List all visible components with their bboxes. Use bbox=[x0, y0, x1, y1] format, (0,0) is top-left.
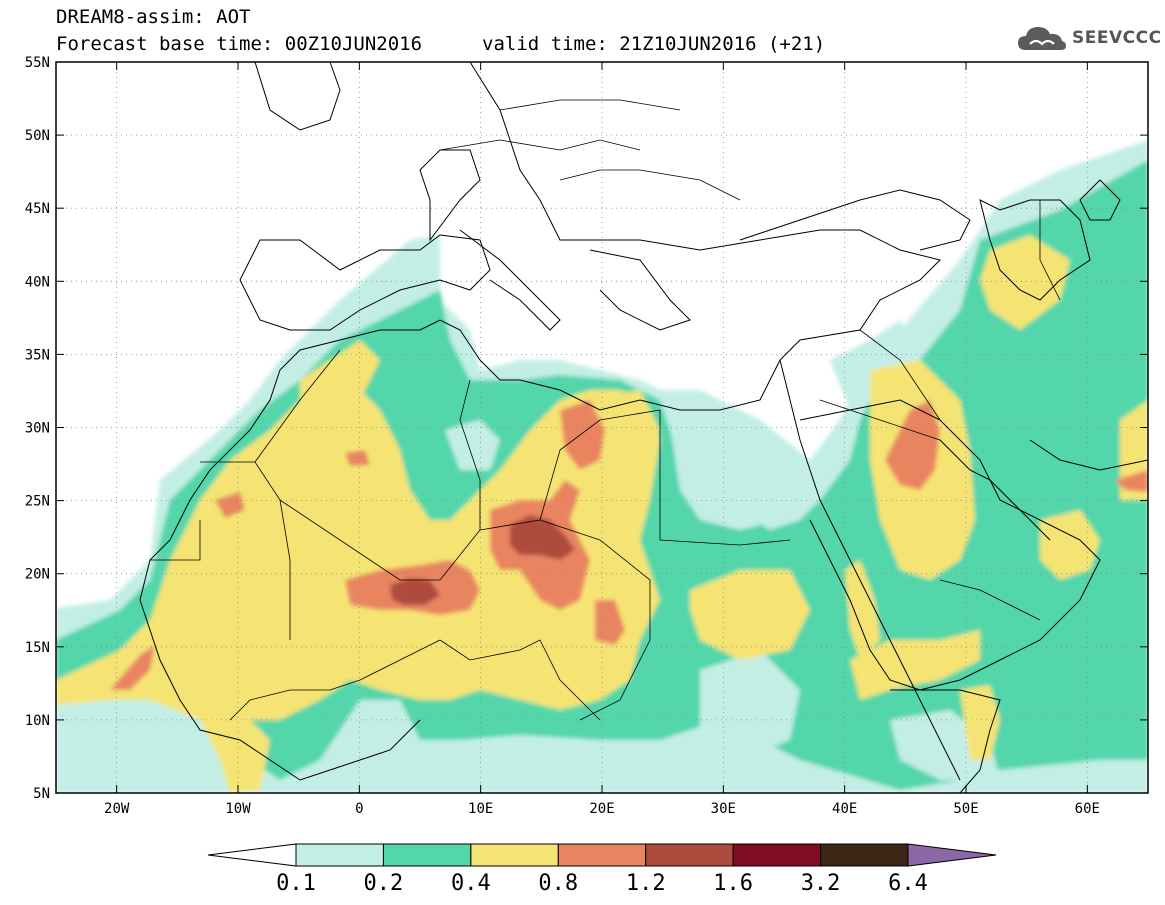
valid-time: valid time: 21Z10JUN2016 (+21) bbox=[482, 33, 826, 55]
lon-tick-label: 40E bbox=[832, 801, 857, 817]
lat-tick-label: 30N bbox=[25, 421, 50, 437]
lat-tick-label: 35N bbox=[25, 347, 50, 363]
aot-band-0-4-yemen bbox=[850, 630, 980, 700]
lon-tick-label: 50E bbox=[953, 801, 978, 817]
colorbar-level-label: 0.2 bbox=[364, 871, 404, 896]
colorbar-level-label: 1.2 bbox=[626, 871, 666, 896]
chart-title: DREAM8-assim: AOT bbox=[56, 6, 251, 28]
lat-tick-label: 25N bbox=[25, 494, 50, 510]
colorbar-swatch bbox=[382, 843, 472, 867]
aot-hole-med bbox=[670, 425, 800, 530]
lat-tick-label: 50N bbox=[25, 128, 50, 144]
lon-tick-label: 0 bbox=[355, 801, 363, 817]
lon-tick-label: 20E bbox=[589, 801, 614, 817]
aot-band-0-4-sahel bbox=[200, 720, 270, 793]
aot-hole-algeria bbox=[445, 420, 500, 470]
lat-tick-label: 15N bbox=[25, 640, 50, 656]
colorbar-swatch bbox=[295, 843, 384, 867]
forecast-base-time: Forecast base time: 00Z10JUN2016 bbox=[56, 33, 423, 55]
aot-hole-arabia bbox=[1000, 340, 1090, 440]
aot-band-0-8-iraq bbox=[885, 400, 940, 490]
lat-tick-label: 5N bbox=[33, 786, 50, 802]
lat-tick-label: 55N bbox=[25, 55, 50, 71]
lat-tick-label: 40N bbox=[25, 274, 50, 290]
map-axes: 55N 50N 45N 40N 35N 30N 25N 20N 15N 10N 5N 20W 10W 0 1… bbox=[25, 55, 1148, 817]
colorbar-level-label: 6.4 bbox=[888, 871, 928, 896]
aot-band-0-8-oman bbox=[1115, 470, 1148, 492]
colorbar-swatch bbox=[732, 843, 822, 867]
aot-band-0-4-red-sea bbox=[845, 560, 880, 660]
aot-band-0-8-libya bbox=[560, 400, 605, 470]
lon-tick-label: 20W bbox=[104, 801, 130, 817]
aot-band-0-4-sudan bbox=[690, 570, 810, 660]
aot-band-0-4-horn bbox=[960, 685, 1000, 760]
country-borders bbox=[150, 99, 1061, 721]
logo-text: SEEVCCC bbox=[1072, 28, 1162, 48]
colorbar-swatch bbox=[645, 843, 734, 867]
lon-tick-label: 60E bbox=[1075, 801, 1100, 817]
aot-band-0-4 bbox=[56, 360, 660, 720]
lat-tick-label: 10N bbox=[25, 713, 50, 729]
aot-band-0-8-senegal bbox=[110, 645, 155, 690]
aot-band-0-8-alg bbox=[345, 450, 370, 466]
aot-band-1-2-niger bbox=[390, 578, 440, 605]
colorbar-level-label: 0.4 bbox=[451, 871, 491, 896]
aot-band-0-8-maur bbox=[215, 492, 245, 518]
aot-band-0-4-caspian bbox=[980, 235, 1070, 330]
colorbar-level-label: 3.2 bbox=[801, 871, 841, 896]
lon-tick-label: 10W bbox=[225, 801, 251, 817]
colorbar-swatch bbox=[557, 843, 647, 867]
colorbar: 0.1 0.2 0.4 0.8 1.2 1.6 3.2 6.4 bbox=[207, 843, 997, 896]
lon-tick-label: 10E bbox=[468, 801, 493, 817]
aot-band-1-2-chad bbox=[510, 515, 575, 560]
lat-tick-label: 45N bbox=[25, 201, 50, 217]
lon-tick-label: 30E bbox=[711, 801, 736, 817]
colorbar-level-label: 1.6 bbox=[713, 871, 753, 896]
colorbar-swatch bbox=[907, 843, 997, 867]
aot-band-0-8-sudan bbox=[595, 600, 625, 645]
colorbar-swatch bbox=[207, 843, 297, 867]
lat-tick-label: 20N bbox=[25, 567, 50, 583]
colorbar-level-label: 0.1 bbox=[276, 871, 316, 896]
colorbar-swatch bbox=[470, 843, 559, 867]
cloud-logo-icon bbox=[1018, 27, 1066, 50]
colorbar-swatch bbox=[820, 843, 909, 867]
aot-hole-sudan bbox=[700, 650, 800, 760]
colorbar-level-label: 0.8 bbox=[538, 871, 578, 896]
aot-band-0-4-mor bbox=[300, 340, 380, 410]
seevccc-logo: SEEVCCC bbox=[1016, 22, 1162, 54]
